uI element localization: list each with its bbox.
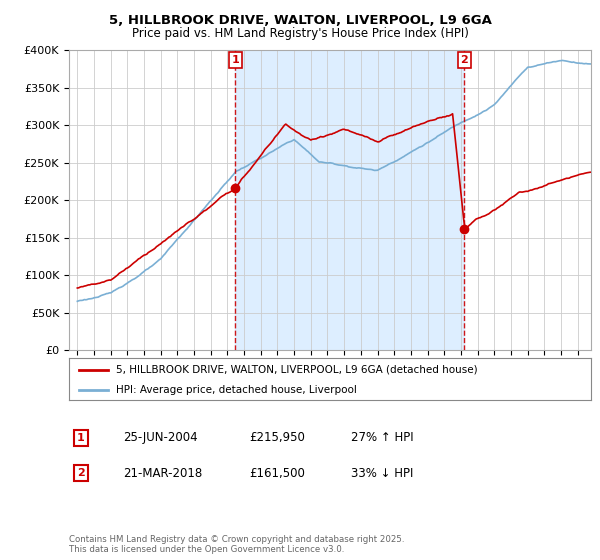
Text: HPI: Average price, detached house, Liverpool: HPI: Average price, detached house, Live… bbox=[116, 385, 357, 395]
Text: 1: 1 bbox=[77, 433, 85, 443]
Text: 1: 1 bbox=[232, 55, 239, 65]
Text: 21-MAR-2018: 21-MAR-2018 bbox=[123, 466, 202, 480]
Text: 2: 2 bbox=[461, 55, 468, 65]
Text: 5, HILLBROOK DRIVE, WALTON, LIVERPOOL, L9 6GA: 5, HILLBROOK DRIVE, WALTON, LIVERPOOL, L… bbox=[109, 14, 491, 27]
Text: 25-JUN-2004: 25-JUN-2004 bbox=[123, 431, 197, 445]
Text: Contains HM Land Registry data © Crown copyright and database right 2025.
This d: Contains HM Land Registry data © Crown c… bbox=[69, 535, 404, 554]
Bar bbox=[235, 50, 464, 350]
Text: Price paid vs. HM Land Registry's House Price Index (HPI): Price paid vs. HM Land Registry's House … bbox=[131, 27, 469, 40]
Text: 2: 2 bbox=[77, 468, 85, 478]
Text: 33% ↓ HPI: 33% ↓ HPI bbox=[351, 466, 413, 480]
Text: 27% ↑ HPI: 27% ↑ HPI bbox=[351, 431, 413, 445]
Text: £161,500: £161,500 bbox=[249, 466, 305, 480]
Text: 5, HILLBROOK DRIVE, WALTON, LIVERPOOL, L9 6GA (detached house): 5, HILLBROOK DRIVE, WALTON, LIVERPOOL, L… bbox=[116, 365, 478, 375]
Text: £215,950: £215,950 bbox=[249, 431, 305, 445]
